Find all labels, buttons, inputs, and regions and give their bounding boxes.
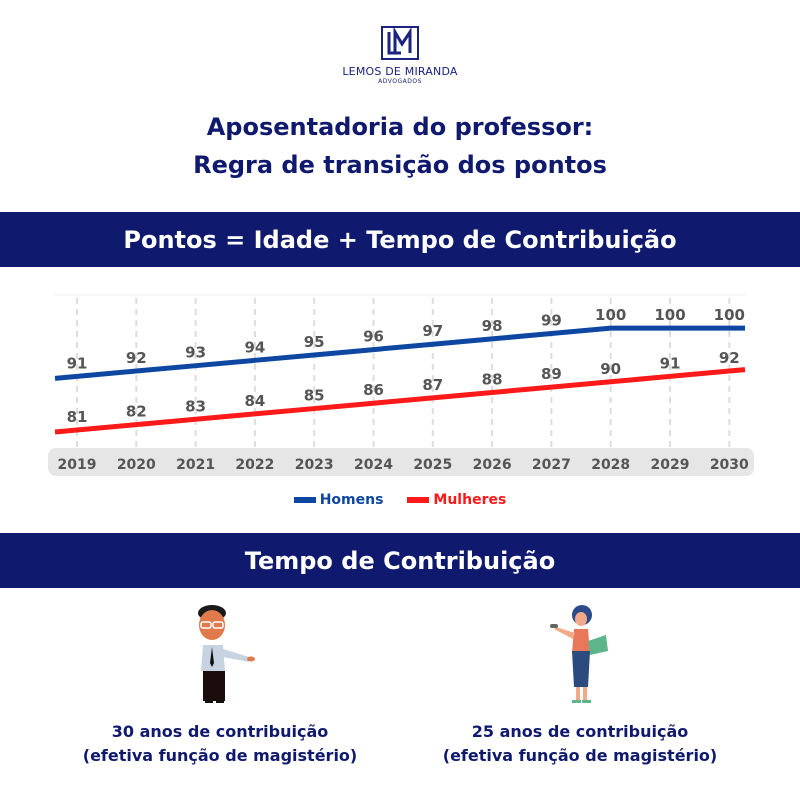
data-label: 89 xyxy=(541,365,562,383)
data-label: 100 xyxy=(714,306,745,324)
data-label: 91 xyxy=(67,354,88,372)
x-tick-label: 2021 xyxy=(176,457,215,473)
legend-swatch-homens xyxy=(293,497,316,503)
women-caption: 25 anos de contribuição (efetiva função … xyxy=(420,720,740,768)
data-label: 82 xyxy=(126,403,147,421)
page-title-line1: Aposentadoria do professor: xyxy=(206,113,594,141)
data-label: 100 xyxy=(595,306,626,324)
x-axis-band xyxy=(48,448,754,476)
data-label: 100 xyxy=(654,306,685,324)
x-tick-label: 2019 xyxy=(58,457,97,473)
x-tick-label: 2027 xyxy=(532,457,571,473)
male-teacher-illustration xyxy=(198,605,255,703)
data-label: 98 xyxy=(482,317,503,335)
data-label: 94 xyxy=(244,338,265,356)
points-chart: 2019 2020 2021 2022 2023 2024 2025 2026 2027 2028… xyxy=(48,294,754,476)
x-tick-label: 2022 xyxy=(235,457,274,473)
chart-legend: Homens Mulheres xyxy=(0,492,800,508)
legend-mulheres: Mulheres xyxy=(407,492,506,508)
data-label: 87 xyxy=(422,376,443,394)
x-tick-label: 2025 xyxy=(413,457,452,473)
women-caption-line1: 25 anos de contribuição xyxy=(471,722,689,741)
legend-homens: Homens xyxy=(293,492,384,508)
logo-subtitle: ADVOGADOS xyxy=(378,78,422,85)
legend-swatch-mulheres xyxy=(407,497,430,503)
x-tick-label: 2029 xyxy=(651,457,690,473)
legend-label-mulheres: Mulheres xyxy=(433,492,507,508)
logo: LEMOS DE MIRANDA ADVOGADOS xyxy=(330,26,470,96)
data-label: 84 xyxy=(244,392,265,410)
data-label: 96 xyxy=(363,328,384,346)
data-label: 92 xyxy=(719,349,740,367)
data-label: 91 xyxy=(660,354,681,372)
data-label: 92 xyxy=(126,349,147,367)
data-label: 99 xyxy=(541,312,562,330)
data-label: 85 xyxy=(304,387,325,405)
formula-banner: Pontos = Idade + Tempo de Contribuição xyxy=(0,212,800,267)
data-label: 83 xyxy=(185,397,206,415)
series-line-mulheres xyxy=(54,367,746,435)
contribution-banner: Tempo de Contribuição xyxy=(0,533,800,588)
x-tick-label: 2030 xyxy=(710,457,749,473)
men-caption-line1: 30 anos de contribuição xyxy=(111,722,329,741)
logo-firm-name: LEMOS DE MIRANDA xyxy=(342,65,458,78)
x-tick-label: 2023 xyxy=(295,457,334,473)
data-label: 86 xyxy=(363,381,384,399)
page-title-line2: Regra de transição dos pontos xyxy=(193,151,607,179)
data-label: 90 xyxy=(600,360,621,378)
logo-monogram xyxy=(381,26,419,60)
x-tick-label: 2020 xyxy=(117,457,156,473)
legend-label-homens: Homens xyxy=(319,492,384,508)
data-label: 88 xyxy=(482,370,503,388)
data-label: 93 xyxy=(185,344,206,362)
x-tick-label: 2024 xyxy=(354,457,393,473)
men-caption-line2: (efetiva função de magistério) xyxy=(82,746,358,765)
x-tick-label: 2026 xyxy=(473,457,512,473)
data-label: 95 xyxy=(304,333,325,351)
data-label: 97 xyxy=(422,322,443,340)
women-caption-line2: (efetiva função de magistério) xyxy=(442,746,718,765)
series-line-homens xyxy=(54,325,745,381)
female-teacher-illustration xyxy=(550,605,608,703)
x-tick-label: 2028 xyxy=(591,457,630,473)
men-caption: 30 anos de contribuição (efetiva função … xyxy=(60,720,380,768)
data-label: 81 xyxy=(67,408,88,426)
